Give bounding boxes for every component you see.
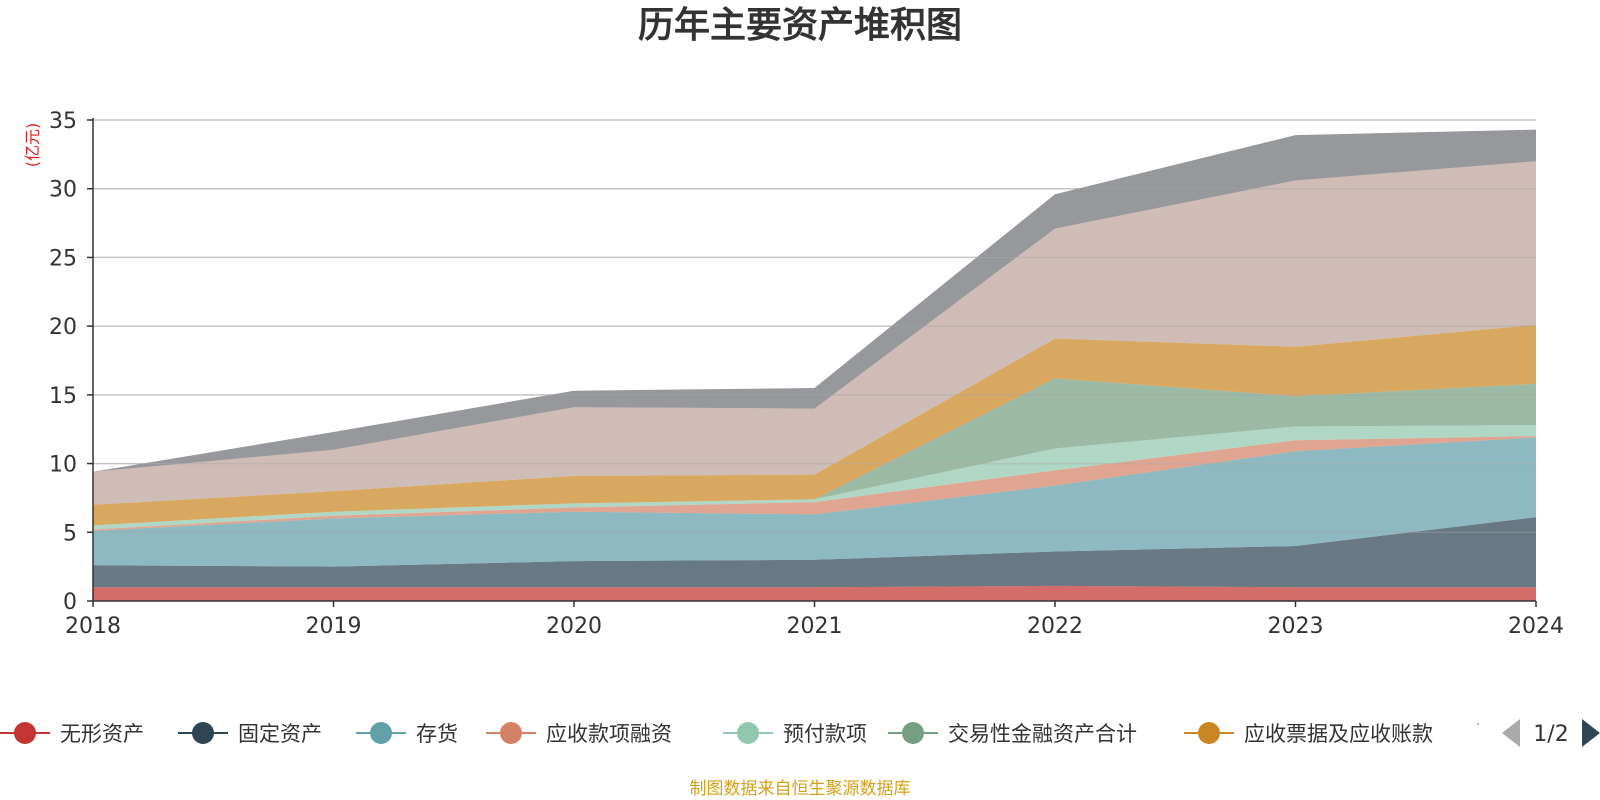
legend-more-dot: · (1476, 717, 1480, 733)
legend-item[interactable]: 固定资产 (178, 722, 322, 746)
legend-circle-icon (737, 722, 759, 744)
legend-item[interactable]: 预付款项 (723, 722, 867, 746)
legend-circle-icon (1198, 722, 1220, 744)
legend-item[interactable]: 交易性金融资产合计 (888, 722, 1137, 746)
x-tick-label: 2021 (787, 614, 843, 639)
x-tick-label: 2024 (1508, 614, 1564, 639)
axes: 0 5 10 15 20 25 30 35 2018 2019 2020 2021 2022 2023 20… (49, 109, 1564, 639)
area-series-5 (93, 425, 1536, 530)
legend-item[interactable]: 应收款项融资 (486, 722, 672, 746)
y-tick-label: 10 (49, 453, 77, 478)
y-tick-label: 5 (63, 521, 77, 546)
legend-label: 预付款项 (783, 722, 867, 746)
legend-circle-icon (902, 722, 924, 744)
chart-title: 历年主要资产堆积图 (637, 5, 962, 46)
legend-circle-icon (500, 722, 522, 744)
legend-item[interactable]: 存货 (356, 722, 458, 746)
legend-item[interactable]: 应收票据及应收账款 (1184, 722, 1433, 746)
legend-item[interactable]: 无形资产 (0, 722, 144, 746)
y-tick-label: 25 (49, 246, 77, 271)
y-tick-label: 15 (49, 384, 77, 409)
area-series-8 (93, 161, 1536, 505)
y-tick-label: 0 (63, 590, 77, 615)
y-axis-label: (亿元) (23, 123, 42, 168)
area-series-7 (93, 324, 1536, 526)
y-tick-label: 30 (49, 178, 77, 203)
area-series-9 (93, 129, 1536, 472)
x-tick-label: 2018 (65, 614, 121, 639)
legend-label: 存货 (416, 722, 458, 746)
x-tick-label: 2023 (1268, 614, 1324, 639)
stacked-areas (93, 119, 1536, 601)
legend-label: 应收票据及应收账款 (1244, 722, 1433, 746)
legend-pager: · 1/2 (1476, 717, 1600, 747)
x-tick-label: 2022 (1027, 614, 1083, 639)
legend-next-page-icon[interactable] (1582, 719, 1600, 747)
area-series-1 (93, 585, 1536, 601)
legend-prev-page-icon[interactable] (1502, 719, 1520, 747)
legend-circle-icon (370, 722, 392, 744)
legend-label: 交易性金融资产合计 (948, 722, 1137, 746)
legend-label: 应收款项融资 (546, 722, 672, 746)
x-tick-label: 2019 (306, 614, 362, 639)
area-series-3 (93, 437, 1536, 567)
source-note: 制图数据来自恒生聚源数据库 (689, 779, 911, 799)
area-series-2 (93, 517, 1536, 588)
y-tick-label: 35 (49, 109, 77, 134)
legend-page-indicator: 1/2 (1533, 722, 1568, 747)
legend-label: 无形资产 (60, 722, 144, 746)
x-tick-label: 2020 (546, 614, 602, 639)
area-series-6 (93, 378, 1536, 526)
y-tick-label: 20 (49, 315, 77, 340)
legend: 无形资产 固定资产 存货 应收款项融资 预付款项 交易性金融资产合计 应收票据及应收账款 · 1… (0, 717, 1600, 747)
legend-label: 固定资产 (238, 722, 322, 746)
area-series-4 (93, 436, 1536, 531)
legend-circle-icon (14, 722, 36, 744)
legend-circle-icon (192, 722, 214, 744)
